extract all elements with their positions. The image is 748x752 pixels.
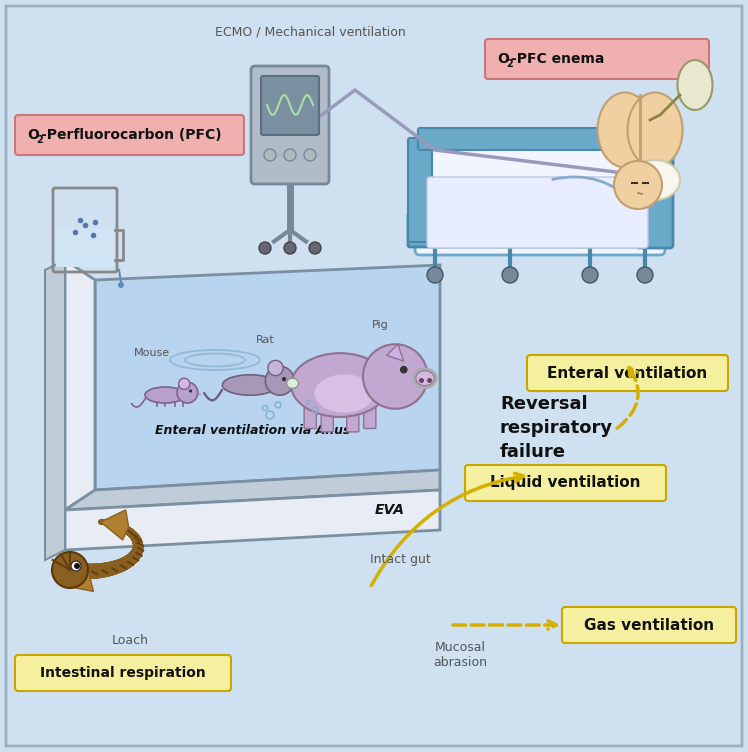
Ellipse shape <box>291 353 389 417</box>
Text: EVA: EVA <box>375 503 405 517</box>
Ellipse shape <box>286 378 298 388</box>
Ellipse shape <box>598 92 652 168</box>
FancyBboxPatch shape <box>562 607 736 643</box>
Ellipse shape <box>416 371 435 386</box>
Circle shape <box>637 267 653 283</box>
Circle shape <box>264 149 276 161</box>
Text: O: O <box>497 52 509 66</box>
Polygon shape <box>65 260 95 510</box>
Text: Intestinal respiration: Intestinal respiration <box>40 666 206 680</box>
FancyBboxPatch shape <box>321 411 334 432</box>
Polygon shape <box>68 572 94 591</box>
Circle shape <box>363 344 428 409</box>
Text: Rat: Rat <box>256 335 275 345</box>
Circle shape <box>259 242 271 254</box>
FancyBboxPatch shape <box>637 112 673 248</box>
Text: Liquid ventilation: Liquid ventilation <box>490 475 641 490</box>
FancyBboxPatch shape <box>465 465 666 501</box>
Ellipse shape <box>145 387 185 403</box>
Circle shape <box>582 267 598 283</box>
Text: Mucosal
abrasion: Mucosal abrasion <box>433 641 487 669</box>
Circle shape <box>52 552 88 588</box>
Text: -PFC enema: -PFC enema <box>511 52 604 66</box>
Circle shape <box>614 161 662 209</box>
Polygon shape <box>45 260 65 560</box>
FancyBboxPatch shape <box>56 229 114 267</box>
Ellipse shape <box>678 60 713 110</box>
Text: ECMO / Mechanical ventilation: ECMO / Mechanical ventilation <box>215 26 405 38</box>
FancyBboxPatch shape <box>251 66 329 184</box>
Circle shape <box>284 149 296 161</box>
FancyBboxPatch shape <box>408 213 672 247</box>
FancyBboxPatch shape <box>415 135 665 255</box>
FancyBboxPatch shape <box>304 408 316 429</box>
FancyBboxPatch shape <box>418 128 662 150</box>
Text: Mouse: Mouse <box>134 348 170 358</box>
Circle shape <box>177 382 197 403</box>
FancyBboxPatch shape <box>427 177 648 248</box>
Text: Loach: Loach <box>111 633 149 647</box>
Text: Enteral ventilation: Enteral ventilation <box>548 365 708 381</box>
FancyBboxPatch shape <box>15 115 244 155</box>
Ellipse shape <box>314 374 374 413</box>
FancyBboxPatch shape <box>364 408 375 429</box>
Ellipse shape <box>222 374 278 396</box>
Circle shape <box>189 390 192 393</box>
Text: -Perfluorocarbon (PFC): -Perfluorocarbon (PFC) <box>41 128 221 142</box>
Polygon shape <box>387 344 404 361</box>
Circle shape <box>179 378 190 390</box>
Polygon shape <box>65 490 440 550</box>
Circle shape <box>282 377 286 381</box>
Text: Pig: Pig <box>372 320 388 330</box>
Circle shape <box>427 267 443 283</box>
Circle shape <box>266 366 294 396</box>
Circle shape <box>284 242 296 254</box>
Text: 2: 2 <box>506 59 512 69</box>
Circle shape <box>502 267 518 283</box>
FancyBboxPatch shape <box>346 411 359 432</box>
FancyBboxPatch shape <box>261 76 319 135</box>
Text: O: O <box>27 128 39 142</box>
Text: Enteral ventilation via Anus: Enteral ventilation via Anus <box>155 423 351 436</box>
FancyBboxPatch shape <box>485 39 709 79</box>
Text: 2: 2 <box>36 135 43 145</box>
Polygon shape <box>65 470 440 510</box>
FancyBboxPatch shape <box>15 655 231 691</box>
Polygon shape <box>95 265 440 490</box>
Circle shape <box>71 561 81 571</box>
FancyBboxPatch shape <box>6 6 742 746</box>
Text: Intact gut: Intact gut <box>370 553 430 566</box>
Circle shape <box>118 282 124 288</box>
Circle shape <box>309 242 321 254</box>
Circle shape <box>304 149 316 161</box>
Circle shape <box>74 563 80 569</box>
FancyBboxPatch shape <box>408 138 432 242</box>
Text: Reversal
respiratory
failure: Reversal respiratory failure <box>500 396 613 460</box>
Circle shape <box>400 366 408 374</box>
Ellipse shape <box>630 160 680 200</box>
Ellipse shape <box>628 92 682 168</box>
Text: Gas ventilation: Gas ventilation <box>584 617 714 632</box>
Circle shape <box>268 360 283 376</box>
Polygon shape <box>101 510 129 540</box>
FancyBboxPatch shape <box>527 355 728 391</box>
